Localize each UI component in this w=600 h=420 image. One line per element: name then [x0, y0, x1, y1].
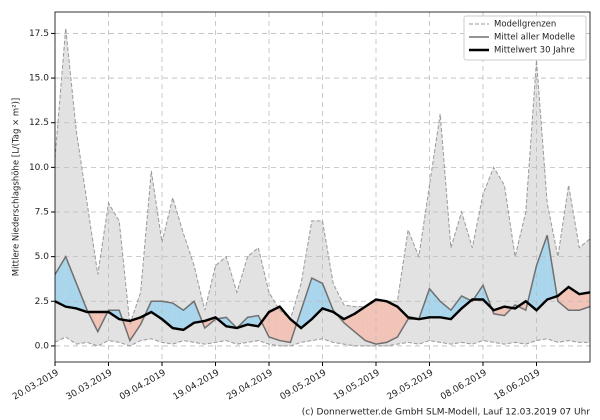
difference-fill: [65, 256, 77, 309]
y-tick-label: 15.0: [29, 74, 49, 84]
y-tick-label: 2.5: [35, 297, 49, 307]
difference-fill: [440, 301, 451, 320]
legend-label: Mittel aller Modelle: [494, 33, 575, 43]
y-tick-label: 0.0: [35, 341, 50, 351]
x-tick-label: 09.05.2019: [279, 368, 329, 403]
difference-fill: [129, 317, 141, 341]
legend-box: [463, 15, 587, 61]
y-tick-label: 12.5: [29, 118, 49, 128]
x-tick-label: 09.04.2019: [118, 368, 168, 403]
legend-label: Mittelwert 30 Jahre: [494, 46, 575, 56]
difference-fill: [172, 303, 184, 330]
plot-frame: [54, 11, 591, 363]
difference-fill: [311, 278, 323, 320]
difference-fill: [450, 295, 462, 320]
x-tick-label: 20.03.2019: [11, 368, 61, 403]
x-tick-label: 18.06.2019: [493, 368, 543, 403]
difference-fill: [579, 292, 590, 311]
difference-fill: [397, 306, 409, 337]
difference-fill: [376, 299, 387, 345]
difference-fill: [55, 256, 66, 307]
x-tick-label: 08.06.2019: [439, 368, 489, 403]
difference-fill: [279, 306, 291, 343]
difference-fill: [429, 288, 441, 318]
difference-fill: [493, 306, 505, 316]
upper-bound-line: [55, 28, 590, 325]
difference-fill: [557, 287, 569, 311]
difference-fill: [354, 306, 366, 341]
y-axis-label: Mittlere Niederschlagshöhe [L/(Tag × m²)…: [12, 98, 22, 277]
difference-fill: [536, 235, 548, 311]
y-tick-label: 5.0: [35, 252, 50, 262]
legend-label: Modellgrenzen: [494, 20, 556, 30]
x-tick-label: 30.03.2019: [65, 368, 115, 403]
x-tick-label: 19.05.2019: [332, 368, 382, 403]
difference-fill: [301, 278, 312, 329]
difference-fill: [386, 301, 398, 343]
y-tick-label: 10.0: [29, 163, 49, 173]
difference-fill: [269, 306, 280, 341]
lower-bound-line: [55, 336, 590, 347]
climate-mean-line: [55, 285, 590, 332]
footer: (c) Donnerwetter.de GmbH SLM-Modell, Lau…: [302, 408, 591, 418]
y-tick-label: 7.5: [35, 208, 49, 218]
plot-layer: [55, 12, 590, 362]
x-tick-label: 29.05.2019: [386, 368, 436, 403]
difference-fill: [151, 301, 162, 320]
difference-fill: [365, 299, 376, 345]
x-tick-label: 19.04.2019: [172, 368, 222, 403]
x-tick-label: 29.04.2019: [225, 368, 275, 403]
difference-fill: [261, 312, 269, 337]
difference-fill: [247, 315, 259, 327]
y-tick-label: 17.5: [29, 29, 49, 39]
model-range-area: [55, 28, 590, 346]
